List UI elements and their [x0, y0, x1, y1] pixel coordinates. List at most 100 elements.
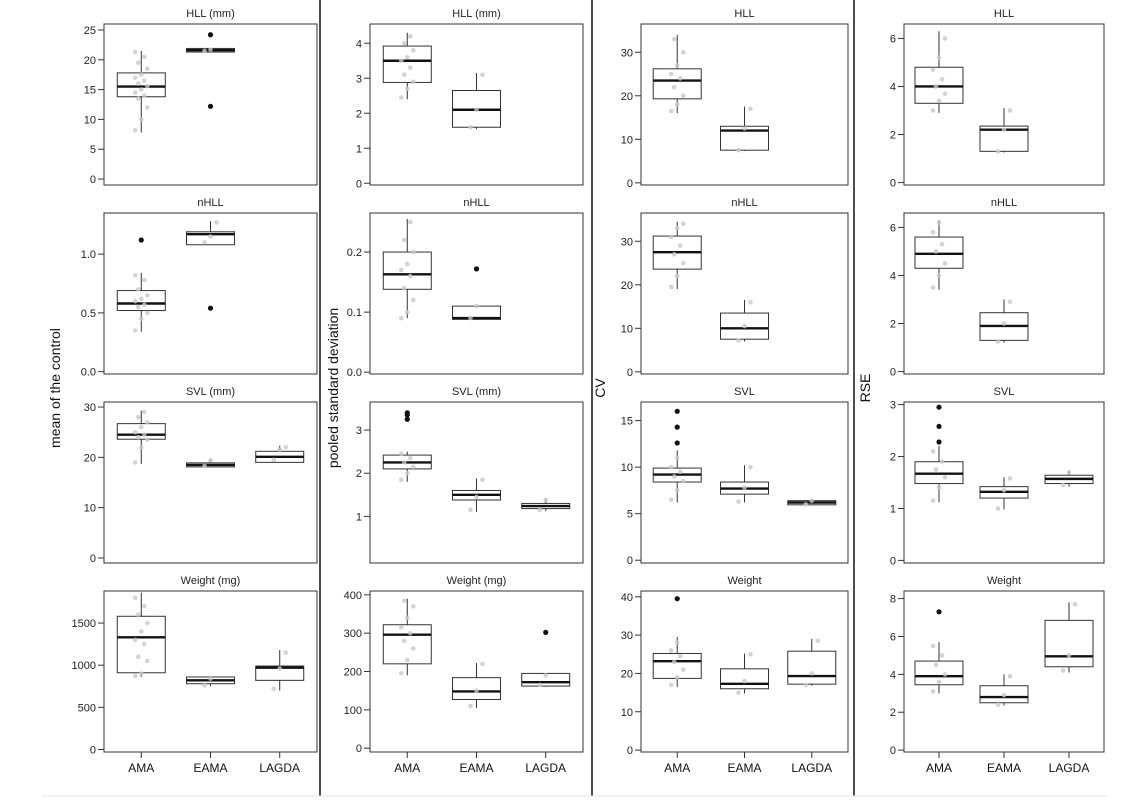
data-point: [404, 86, 410, 92]
y-tick-label: 10: [84, 503, 96, 515]
y-tick-label: 100: [344, 705, 362, 717]
box-ama: [116, 49, 166, 133]
data-point: [815, 638, 821, 644]
data-point: [809, 498, 815, 503]
y-tick-label: 0: [90, 744, 96, 756]
panel-title: nHLL: [463, 197, 489, 209]
data-point: [468, 703, 473, 709]
y-tick-label: 30: [621, 47, 633, 59]
panel-title: HLL (mm): [186, 8, 234, 20]
data-point: [680, 49, 686, 55]
outlier-point: [404, 416, 410, 422]
outlier-point: [674, 596, 680, 602]
data-point: [144, 83, 150, 89]
data-point: [132, 595, 138, 601]
data-point: [135, 654, 141, 660]
iqr-box: [914, 660, 964, 686]
outlier-point: [207, 305, 214, 311]
data-point: [277, 666, 283, 671]
y-tick-label: 1.0: [81, 249, 96, 261]
data-point: [398, 671, 404, 676]
data-point: [132, 328, 138, 333]
data-point: [671, 36, 677, 42]
panel-title: Weight: [987, 575, 1021, 587]
data-point: [398, 95, 404, 100]
plot-frame: [903, 212, 1105, 375]
data-point: [671, 659, 677, 665]
data-point: [930, 449, 936, 454]
panel: nHLL 0 2 4 6: [890, 197, 1105, 379]
y-tick-label: 8: [890, 594, 896, 606]
data-point: [543, 673, 549, 678]
panel: Weight (mg) 0 100 200 300 400 AMA EAMA LAGDA: [344, 575, 584, 775]
data-point: [410, 646, 416, 651]
data-point: [677, 653, 683, 659]
y-tick-label: 6: [890, 222, 896, 234]
data-point: [1007, 476, 1013, 481]
outlier-point: [207, 103, 214, 109]
data-point: [742, 485, 747, 490]
data-point: [398, 58, 404, 64]
data-point: [933, 249, 939, 254]
panel: SVL (mm) 1 2 3: [356, 386, 584, 564]
data-point: [933, 467, 939, 472]
plot-frame: [103, 212, 318, 375]
data-point: [803, 502, 809, 507]
data-point: [930, 498, 936, 503]
data-point: [404, 615, 410, 621]
data-point: [132, 637, 138, 643]
data-point: [543, 497, 549, 503]
y-tick-label: 10: [621, 323, 633, 335]
data-point: [748, 464, 753, 470]
data-point: [401, 285, 407, 291]
data-point: [398, 267, 404, 273]
panel-title: nHLL: [731, 197, 757, 209]
data-point: [277, 447, 283, 453]
x-tick-label: LAGDA: [1049, 761, 1090, 775]
iqr-box: [914, 66, 964, 104]
data-point: [936, 679, 942, 685]
x-tick-label: EAMA: [193, 761, 227, 775]
data-point: [398, 625, 404, 630]
panel: Weight (mg) 0 500 1000 1500 AMA EAMA LAGDA: [72, 575, 318, 775]
data-point: [939, 241, 945, 247]
data-point: [742, 323, 747, 329]
data-point: [144, 105, 150, 110]
data-point: [995, 149, 1001, 154]
box-eama: [720, 106, 769, 153]
data-point: [135, 81, 141, 86]
y-axis-label: RSE: [857, 374, 873, 403]
data-point: [942, 36, 948, 41]
y-tick-label: 4: [890, 669, 896, 681]
y-tick-label: 2: [356, 468, 362, 480]
data-point: [668, 497, 674, 503]
panel: SVL 0 5 10 15: [621, 386, 849, 567]
data-point: [1060, 668, 1066, 673]
data-point: [208, 458, 213, 463]
data-point: [677, 243, 683, 248]
data-point: [942, 475, 948, 480]
data-point: [677, 469, 683, 475]
iqr-box: [787, 650, 837, 685]
box-lagda: [255, 650, 305, 692]
y-tick-label: 2: [890, 130, 896, 142]
panel-title: nHLL: [197, 197, 223, 209]
data-point: [214, 220, 219, 225]
x-tick-label: LAGDA: [791, 761, 832, 775]
x-tick-label: LAGDA: [259, 761, 300, 775]
data-point: [674, 488, 680, 493]
data-point: [480, 477, 485, 482]
y-tick-label: 2: [890, 707, 896, 719]
data-point: [138, 296, 144, 302]
data-point: [809, 671, 815, 676]
data-point: [410, 297, 416, 303]
data-point: [1001, 692, 1007, 698]
data-point: [404, 54, 410, 60]
data-point: [674, 455, 680, 461]
data-point: [680, 667, 686, 672]
data-point: [401, 40, 407, 46]
data-point: [144, 620, 150, 626]
y-axis-label: CV: [592, 378, 608, 398]
data-point: [404, 309, 410, 315]
data-point: [668, 108, 674, 114]
